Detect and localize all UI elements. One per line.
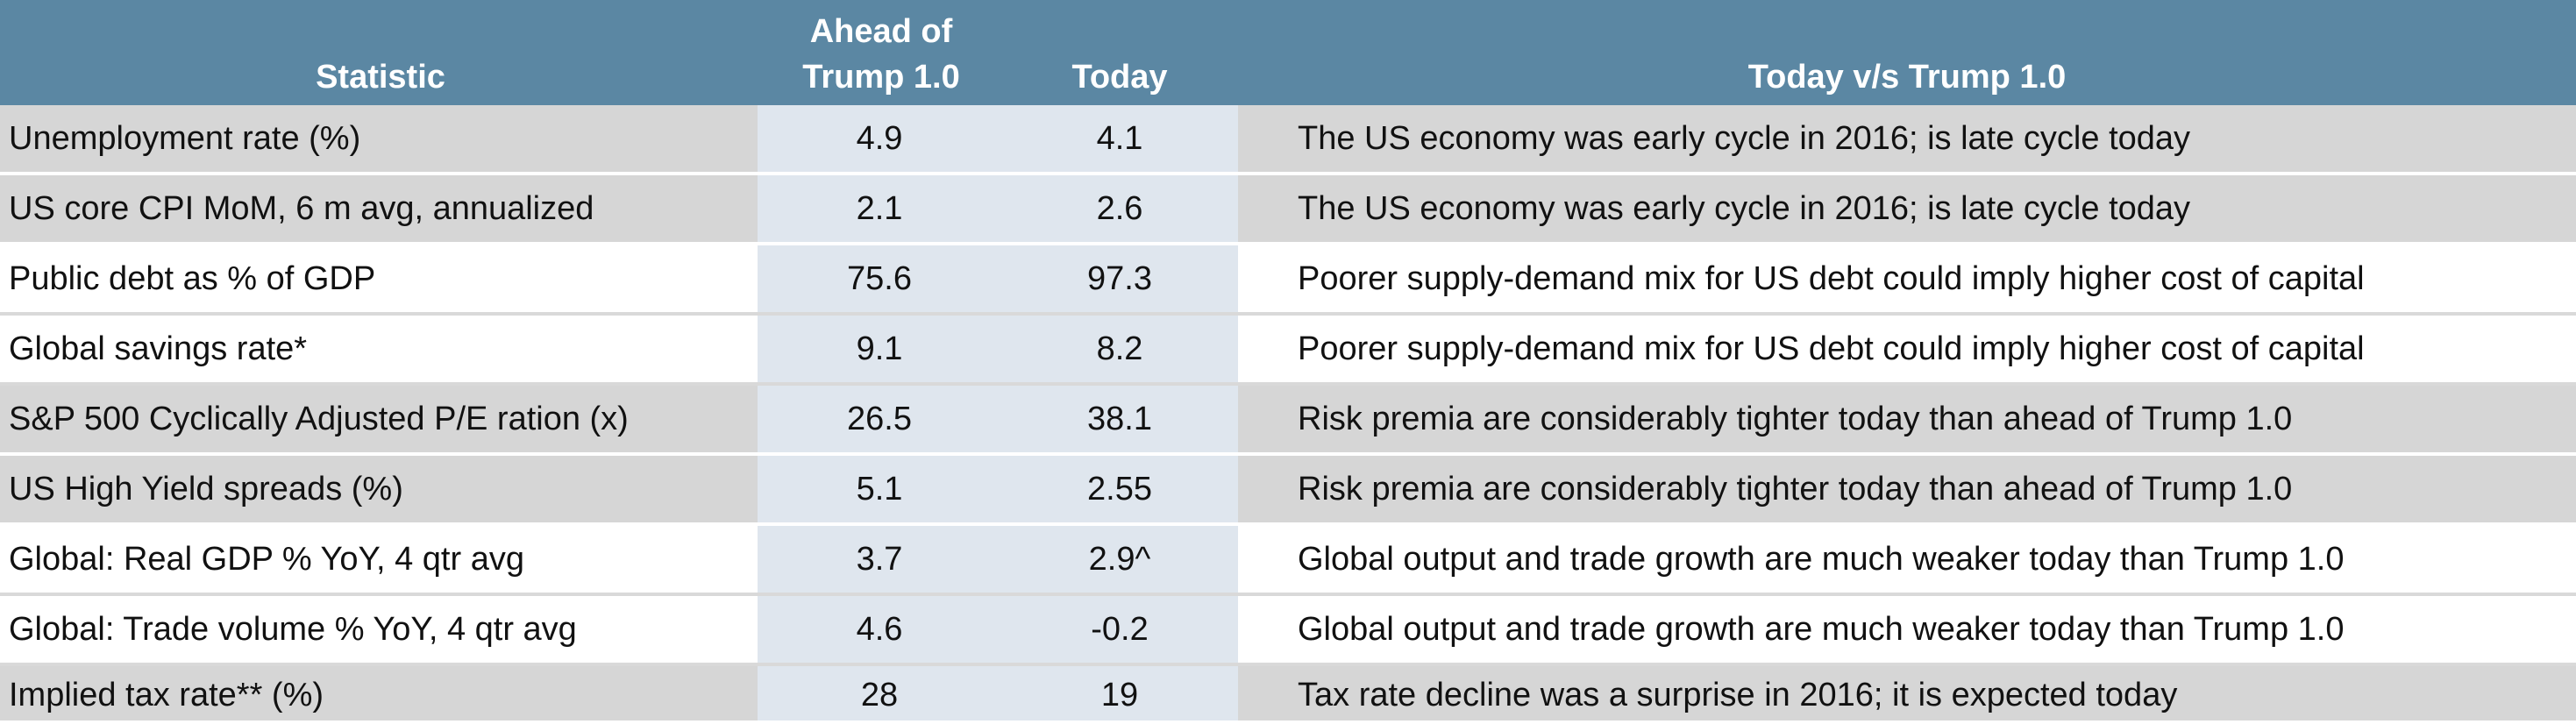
table-header: Statistic Ahead of Trump 1.0 Today Today… (0, 0, 2576, 105)
row-statistic: Unemployment rate (%) (9, 120, 361, 157)
table-row: Global: Real GDP % YoY, 4 qtr avg 3.7 2.… (0, 526, 2576, 596)
row-statistic: Implied tax rate** (%) (9, 677, 324, 713)
row-today-value: -0.2 (1001, 596, 1238, 663)
row-comparison: Global output and trade growth are much … (1298, 541, 2345, 578)
row-comparison: Risk premia are considerably tighter tod… (1298, 401, 2293, 437)
row-today-value: 2.55 (1001, 456, 1238, 522)
header-today-vs-trump: Today v/s Trump 1.0 (1747, 59, 2067, 96)
row-ahead-value: 75.6 (758, 245, 1001, 312)
row-ahead-value: 4.9 (758, 105, 1001, 172)
row-statistic: Global savings rate* (9, 330, 308, 367)
row-comparison: The US economy was early cycle in 2016; … (1298, 190, 2191, 227)
header-ahead-of-trump: Ahead of Trump 1.0 (761, 0, 1001, 105)
table-row: Implied tax rate** (%) 28 19 Tax rate de… (0, 666, 2576, 720)
table-row: Global: Trade volume % YoY, 4 qtr avg 4.… (0, 596, 2576, 666)
table-row: Global savings rate* 9.1 8.2 Poorer supp… (0, 316, 2576, 386)
row-ahead-value: 4.6 (758, 596, 1001, 663)
row-comparison: Global output and trade growth are much … (1298, 611, 2345, 648)
header-ahead-line1: Ahead of (809, 13, 953, 50)
row-today-value: 97.3 (1001, 245, 1238, 312)
row-today-value: 4.1 (1001, 105, 1238, 172)
row-statistic: US core CPI MoM, 6 m avg, annualized (9, 190, 594, 227)
table-row: US core CPI MoM, 6 m avg, annualized 2.1… (0, 175, 2576, 245)
row-comparison: Poorer supply-demand mix for US debt cou… (1298, 330, 2365, 367)
row-statistic: Global: Trade volume % YoY, 4 qtr avg (9, 611, 577, 648)
row-ahead-value: 9.1 (758, 316, 1001, 382)
header-today: Today (1071, 59, 1168, 96)
row-comparison: The US economy was early cycle in 2016; … (1298, 120, 2191, 157)
header-ahead-line2: Trump 1.0 (802, 59, 960, 96)
table-row: US High Yield spreads (%) 5.1 2.55 Risk … (0, 456, 2576, 526)
row-today-value: 38.1 (1001, 386, 1238, 452)
row-comparison: Tax rate decline was a surprise in 2016;… (1298, 677, 2178, 713)
row-statistic: US High Yield spreads (%) (9, 471, 403, 508)
table-row: S&P 500 Cyclically Adjusted P/E ration (… (0, 386, 2576, 456)
row-comparison: Poorer supply-demand mix for US debt cou… (1298, 260, 2365, 297)
row-ahead-value: 5.1 (758, 456, 1001, 522)
row-ahead-value: 26.5 (758, 386, 1001, 452)
header-statistic: Statistic (316, 59, 445, 96)
row-today-value: 8.2 (1001, 316, 1238, 382)
row-ahead-value: 2.1 (758, 175, 1001, 242)
row-statistic: Public debt as % of GDP (9, 260, 376, 297)
row-ahead-value: 28 (758, 666, 1001, 720)
row-comparison: Risk premia are considerably tighter tod… (1298, 471, 2293, 508)
row-ahead-value: 3.7 (758, 526, 1001, 593)
row-today-value: 19 (1001, 666, 1238, 720)
table-row: Unemployment rate (%) 4.9 4.1 The US eco… (0, 105, 2576, 175)
row-statistic: Global: Real GDP % YoY, 4 qtr avg (9, 541, 524, 578)
row-today-value: 2.6 (1001, 175, 1238, 242)
table-row: Public debt as % of GDP 75.6 97.3 Poorer… (0, 245, 2576, 316)
row-today-value: 2.9^ (1001, 526, 1238, 593)
row-statistic: S&P 500 Cyclically Adjusted P/E ration (… (9, 401, 629, 437)
